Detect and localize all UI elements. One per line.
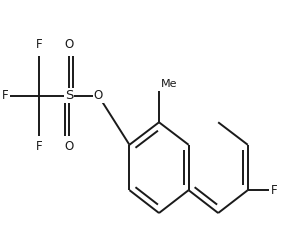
Text: F: F [36,140,43,153]
Text: O: O [64,38,73,51]
Text: F: F [271,184,278,197]
Text: S: S [65,89,73,102]
Text: F: F [36,38,43,51]
Text: O: O [64,140,73,153]
Text: F: F [2,89,8,102]
Text: Me: Me [160,78,177,89]
Text: O: O [94,89,103,102]
